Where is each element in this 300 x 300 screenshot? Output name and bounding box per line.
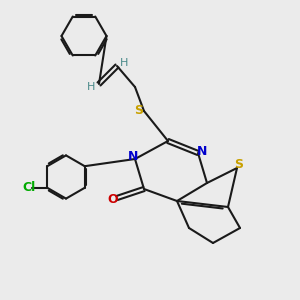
Text: N: N [196, 145, 207, 158]
Text: N: N [128, 149, 138, 163]
Text: S: S [234, 158, 243, 171]
Text: H: H [87, 82, 96, 92]
Text: S: S [134, 104, 143, 118]
Text: O: O [107, 193, 118, 206]
Text: H: H [120, 58, 129, 68]
Text: Cl: Cl [23, 181, 36, 194]
